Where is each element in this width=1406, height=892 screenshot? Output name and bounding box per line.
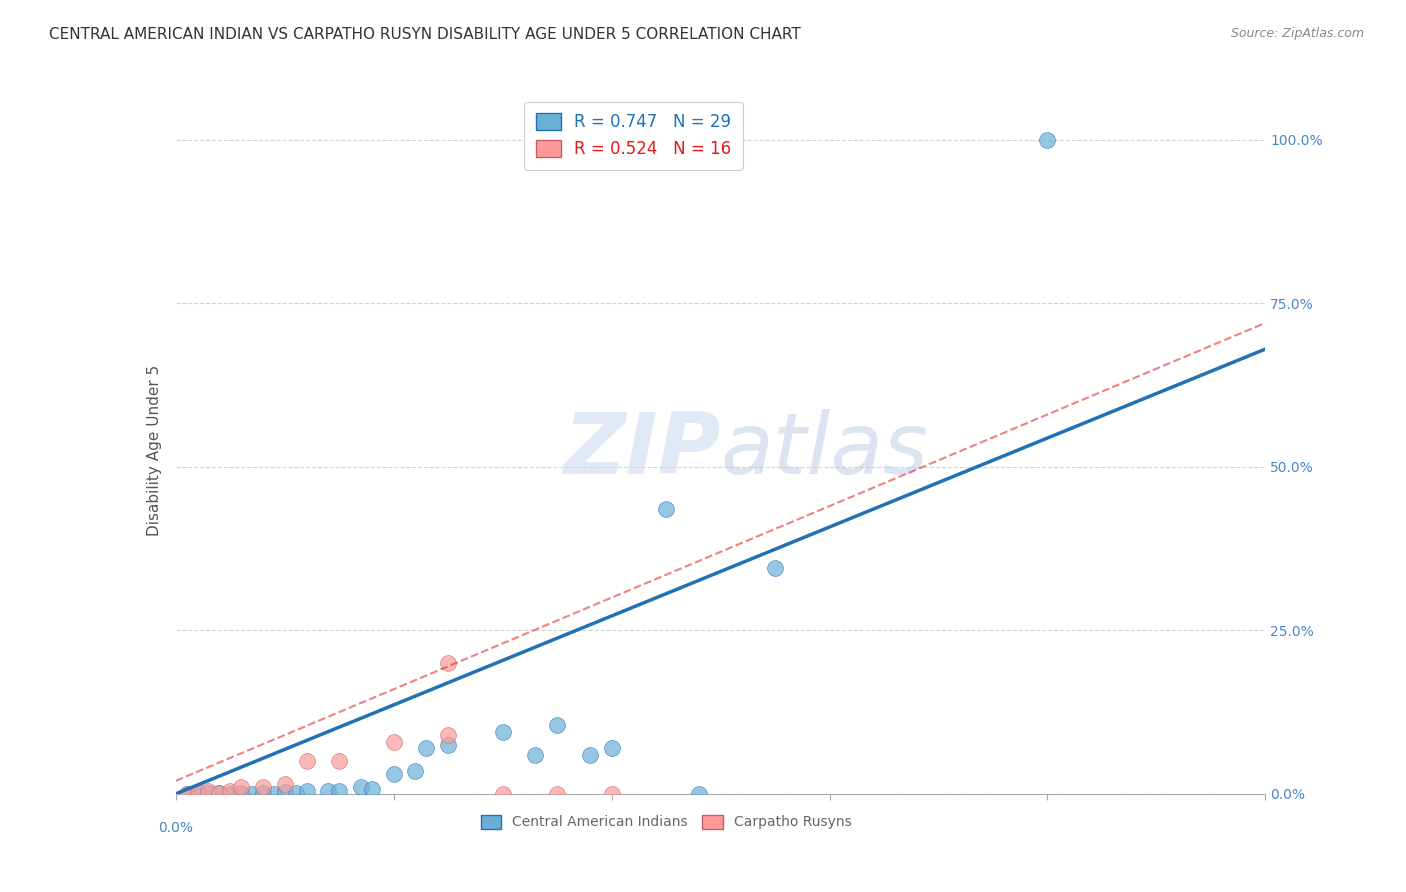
Point <box>263 787 285 801</box>
Point <box>600 787 623 801</box>
Point <box>295 784 318 798</box>
Point <box>186 785 209 799</box>
Text: ZIP: ZIP <box>562 409 721 492</box>
Point <box>492 787 515 801</box>
Point <box>176 787 198 801</box>
Point <box>382 767 405 781</box>
Point <box>1036 133 1059 147</box>
Point <box>231 780 253 795</box>
Point <box>274 785 297 799</box>
Point <box>579 747 602 762</box>
Point <box>197 783 219 797</box>
Point <box>415 741 437 756</box>
Point <box>197 786 219 800</box>
Point <box>546 787 568 801</box>
Point <box>350 780 373 795</box>
Point <box>328 754 350 768</box>
Point <box>295 754 318 768</box>
Point <box>524 747 547 762</box>
Point <box>208 786 231 800</box>
Point <box>219 783 242 797</box>
Point <box>284 786 307 800</box>
Point <box>208 786 231 800</box>
Point <box>437 728 460 742</box>
Point <box>492 724 515 739</box>
Point <box>176 787 198 801</box>
Point <box>252 786 274 800</box>
Text: atlas: atlas <box>721 409 928 492</box>
Point <box>437 738 460 752</box>
Point <box>360 781 382 796</box>
Point <box>240 787 263 801</box>
Point <box>437 656 460 670</box>
Point <box>186 787 209 801</box>
Point <box>405 764 427 778</box>
Point <box>318 783 340 797</box>
Legend: Central American Indians, Carpatho Rusyns: Central American Indians, Carpatho Rusyn… <box>475 809 858 835</box>
Point <box>274 777 297 791</box>
Point <box>328 783 350 797</box>
Point <box>231 786 253 800</box>
Text: Source: ZipAtlas.com: Source: ZipAtlas.com <box>1230 27 1364 40</box>
Point <box>219 787 242 801</box>
Point <box>655 502 678 516</box>
Text: 0.0%: 0.0% <box>159 822 193 835</box>
Point <box>546 718 568 732</box>
Point <box>252 780 274 795</box>
Point <box>763 561 786 575</box>
Text: CENTRAL AMERICAN INDIAN VS CARPATHO RUSYN DISABILITY AGE UNDER 5 CORRELATION CHA: CENTRAL AMERICAN INDIAN VS CARPATHO RUSY… <box>49 27 801 42</box>
Y-axis label: Disability Age Under 5: Disability Age Under 5 <box>146 365 162 536</box>
Point <box>600 741 623 756</box>
Point <box>688 787 710 801</box>
Point <box>382 734 405 748</box>
